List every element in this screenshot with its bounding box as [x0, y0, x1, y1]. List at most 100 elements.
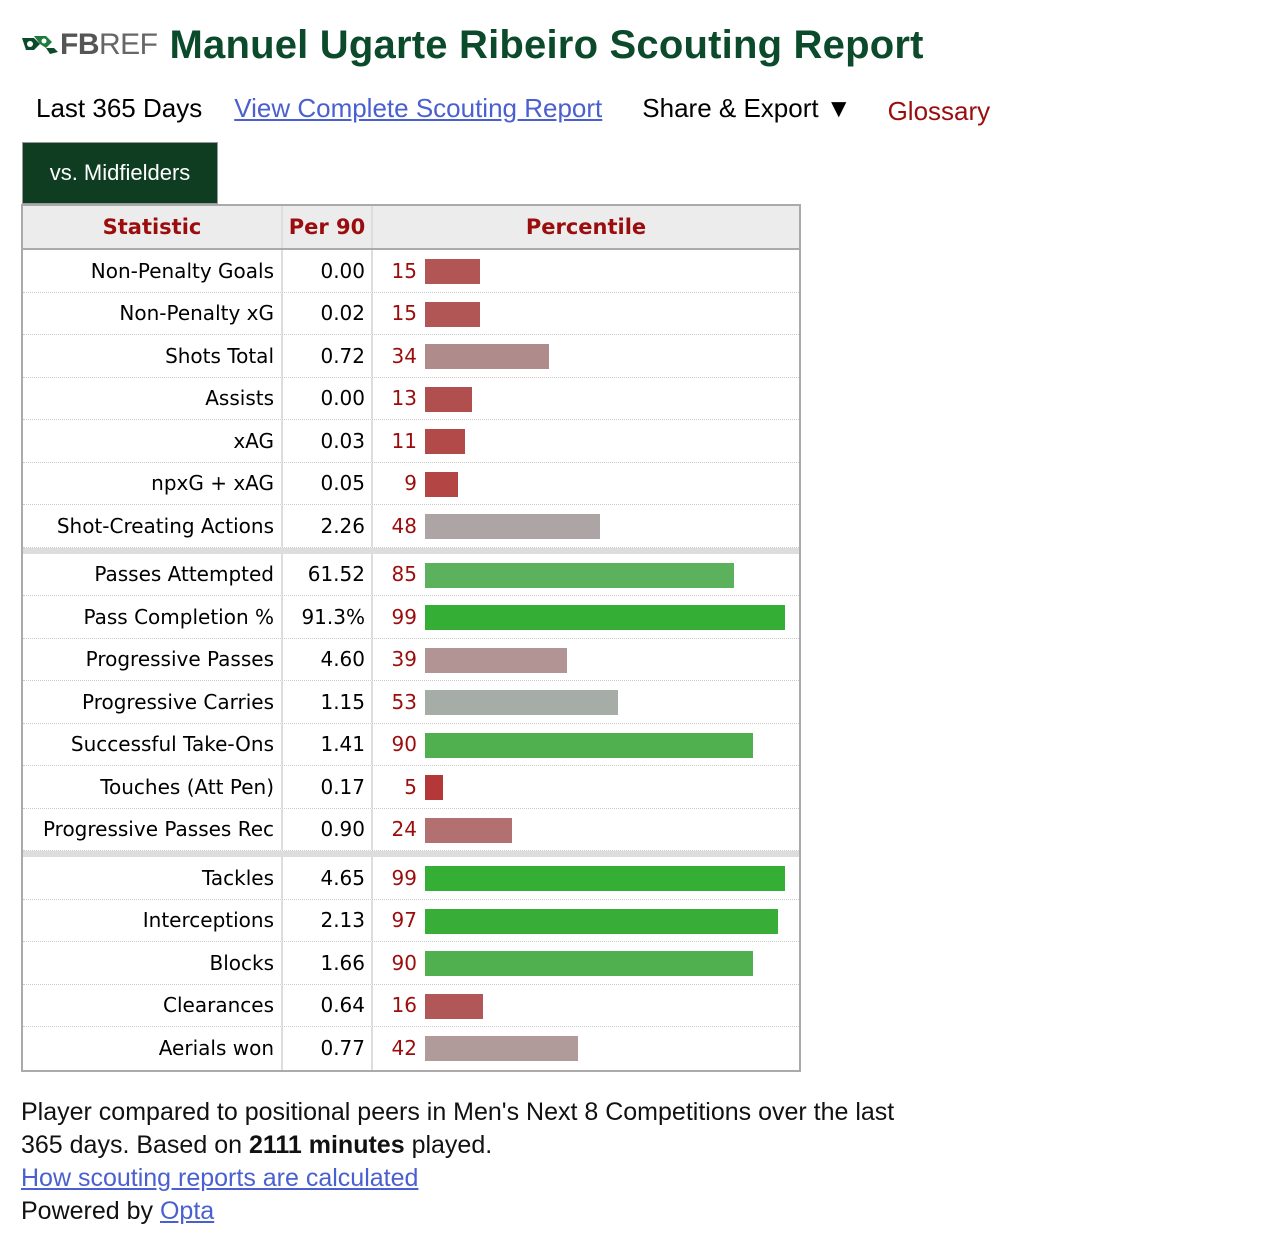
table-row: Progressive Carries 1.15 53	[23, 681, 799, 724]
stat-name: Successful Take-Ons	[23, 723, 283, 765]
per90-value: 1.41	[283, 723, 373, 765]
percentile-cell: 90	[373, 724, 799, 766]
percentile-bar	[425, 951, 753, 976]
per90-value: 91.3%	[283, 596, 373, 638]
footer-line2-pre: 365 days. Based on	[21, 1131, 242, 1159]
stat-name: Progressive Carries	[23, 681, 283, 723]
percentile-bar	[425, 690, 618, 715]
percentile-bar-track	[425, 817, 789, 843]
percentile-cell: 15	[373, 250, 799, 292]
per90-value: 1.15	[283, 681, 373, 723]
col-percentile-header[interactable]: Percentile	[525, 215, 647, 239]
per90-value: 0.72	[283, 335, 373, 377]
table-row: Interceptions 2.13 97	[23, 899, 799, 942]
percentile-value: 16	[391, 993, 417, 1018]
stat-name: Pass Completion %	[23, 596, 283, 638]
per90-value: 2.26	[283, 505, 373, 547]
logo-ref-text: REF	[99, 28, 158, 61]
percentile-value: 13	[391, 386, 417, 411]
percentile-value: 24	[391, 817, 417, 842]
percentile-bar	[425, 471, 458, 497]
table-row: Non-Penalty Goals 0.00 15	[23, 250, 799, 293]
percentile-bar	[425, 605, 786, 630]
percentile-bar	[425, 993, 484, 1019]
table-row: Blocks 1.66 90	[23, 942, 799, 985]
percentile-value: 99	[391, 604, 417, 629]
stat-name: Non-Penalty Goals	[23, 250, 283, 292]
per90-value: 0.00	[283, 250, 373, 292]
percentile-bar	[425, 866, 786, 891]
report-subnav: Last 365 Days View Complete Scouting Rep…	[36, 90, 990, 126]
percentile-value: 15	[391, 258, 417, 283]
percentile-cell: 24	[373, 809, 799, 851]
stat-name: Progressive Passes	[23, 638, 283, 680]
percentile-bar-track	[425, 908, 789, 934]
percentile-bar	[425, 647, 567, 673]
percentile-value: 42	[391, 1036, 417, 1061]
table-row: Non-Penalty xG 0.02 15	[23, 292, 799, 335]
stat-name: Passes Attempted	[23, 553, 283, 595]
per90-value: 0.64	[283, 984, 373, 1026]
percentile-cell: 16	[373, 985, 799, 1027]
tab-vs-midfielders[interactable]: vs. Midfielders	[22, 142, 218, 204]
stat-name: Aerials won	[23, 1027, 283, 1070]
per90-value: 0.02	[283, 292, 373, 334]
percentile-bar	[425, 301, 480, 327]
percentile-cell: 11	[373, 420, 799, 462]
percentile-value: 39	[391, 647, 417, 672]
table-row: Pass Completion % 91.3% 99	[23, 596, 799, 639]
table-row: Passes Attempted 61.52 85	[23, 553, 799, 596]
stat-name: Touches (Att Pen)	[23, 766, 283, 808]
percentile-bar-track	[425, 301, 789, 327]
table-row: Progressive Passes 4.60 39	[23, 638, 799, 681]
percentile-cell: 99	[373, 857, 799, 899]
table-header: Statistic Per 90 Percentile	[23, 206, 799, 250]
share-export-menu[interactable]: Share & Export ▼	[642, 92, 852, 123]
per90-value: 0.05	[283, 462, 373, 504]
table-row: Touches (Att Pen) 0.17 5	[23, 766, 799, 809]
stat-name: Shots Total	[23, 335, 283, 377]
col-statistic-header[interactable]: Statistic	[23, 206, 283, 248]
header: FBREF Manuel Ugarte Ribeiro Scouting Rep…	[20, 20, 924, 70]
view-complete-report-link[interactable]: View Complete Scouting Report	[234, 92, 603, 123]
percentile-bar-track	[425, 471, 789, 497]
percentile-cell: 99	[373, 596, 799, 638]
col-per90-header[interactable]: Per 90	[283, 206, 373, 248]
stat-name: Blocks	[23, 942, 283, 984]
how-calculated-link[interactable]: How scouting reports are calculated	[21, 1164, 419, 1192]
powered-by: Powered by Opta	[21, 1195, 894, 1228]
minutes-played: 2111 minutes	[248, 1131, 405, 1159]
table-row: xAG 0.03 11	[23, 420, 799, 463]
percentile-value: 90	[391, 732, 417, 757]
percentile-bar	[425, 1036, 578, 1061]
percentile-cell: 97	[373, 900, 799, 942]
percentile-value: 99	[391, 865, 417, 890]
glossary-link[interactable]: Glossary	[887, 95, 991, 126]
percentile-bar-track	[425, 951, 789, 976]
percentile-cell: 42	[373, 1027, 799, 1070]
fbref-logo-icon	[22, 36, 58, 54]
percentile-bar	[425, 562, 735, 588]
opta-link[interactable]: Opta	[159, 1197, 215, 1225]
percentile-bar-track	[425, 605, 789, 630]
percentile-bar-track	[425, 993, 789, 1019]
percentile-cell: 15	[373, 293, 799, 335]
percentile-value: 85	[391, 562, 417, 587]
percentile-value: 53	[391, 689, 417, 714]
percentile-value: 15	[391, 301, 417, 326]
per90-value: 4.65	[283, 857, 373, 899]
group-separator	[23, 851, 799, 857]
table-row: npxG + xAG 0.05 9	[23, 462, 799, 505]
page-title: Manuel Ugarte Ribeiro Scouting Report	[169, 22, 924, 67]
per90-value: 0.03	[283, 420, 373, 462]
footer-line2-post: played.	[411, 1131, 493, 1159]
percentile-bar	[425, 775, 444, 800]
per90-value: 0.17	[283, 766, 373, 808]
percentile-bar	[425, 386, 473, 412]
stat-name: Tackles	[23, 857, 283, 899]
fbref-logo[interactable]: FBREF	[20, 20, 158, 70]
percentile-bar-track	[425, 732, 789, 758]
percentile-bar-track	[425, 514, 789, 539]
stat-name: Clearances	[23, 984, 283, 1026]
per90-value: 4.60	[283, 638, 373, 680]
